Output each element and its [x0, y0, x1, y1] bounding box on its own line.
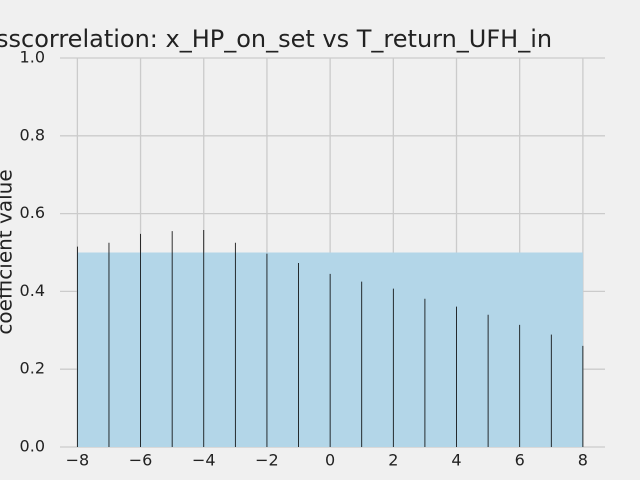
x-tick-label: −8 — [66, 451, 90, 470]
y-tick-label: 0.4 — [20, 281, 45, 300]
x-tick-label: 2 — [388, 451, 398, 470]
chart-title: sscorrelation: x_HP_on_set vs T_return_U… — [0, 25, 552, 53]
y-tick-label: 1.0 — [20, 48, 45, 67]
x-tick-label: 8 — [578, 451, 588, 470]
y-tick-label: 0.8 — [20, 125, 45, 144]
x-tick-label: 6 — [515, 451, 525, 470]
y-tick-label: 0.2 — [20, 359, 45, 378]
x-tick-label: −2 — [255, 451, 279, 470]
x-axis-label: lag — [315, 477, 346, 480]
y-axis-label: coefficient value — [0, 169, 17, 334]
x-tick-label: −6 — [129, 451, 153, 470]
x-tick-label: 0 — [325, 451, 335, 470]
x-tick-label: 4 — [451, 451, 461, 470]
y-tick-label: 0.0 — [20, 437, 45, 456]
x-tick-label: −4 — [192, 451, 216, 470]
y-tick-label: 0.6 — [20, 203, 45, 222]
